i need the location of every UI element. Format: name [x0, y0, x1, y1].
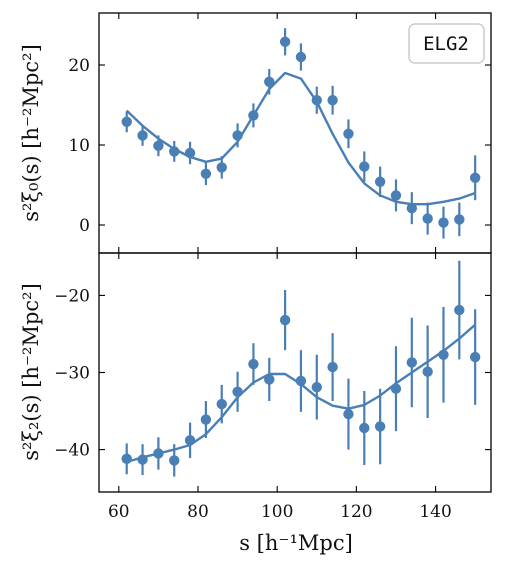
- data-point: [406, 203, 418, 214]
- data-point: [279, 36, 291, 47]
- legend: ELG2: [408, 23, 485, 64]
- data-point: [374, 176, 386, 187]
- data-point: [295, 51, 307, 63]
- y-tick-label: −20: [54, 286, 90, 306]
- data-point: [422, 213, 433, 224]
- y-tick-label: −40: [54, 441, 90, 461]
- data-point: [200, 168, 212, 179]
- data-point: [454, 304, 465, 316]
- data-point: [359, 161, 370, 172]
- data-point: [438, 349, 449, 360]
- y-tick-label: 0: [79, 216, 90, 236]
- data-point: [311, 381, 322, 393]
- data-point: [295, 375, 307, 387]
- data-point: [390, 190, 402, 201]
- data-point: [153, 448, 164, 459]
- data-point: [279, 314, 291, 326]
- data-point: [327, 361, 338, 373]
- data-point: [343, 128, 354, 139]
- data-point: [248, 110, 259, 121]
- data-point: [438, 217, 449, 228]
- data-point: [343, 408, 354, 420]
- data-point: [137, 454, 148, 465]
- data-point: [248, 358, 259, 370]
- x-tick-label: 140: [419, 502, 451, 522]
- data-point: [121, 116, 132, 128]
- data-point: [406, 357, 418, 368]
- data-point: [184, 435, 196, 446]
- x-tick-label: 80: [187, 502, 209, 522]
- data-point: [390, 383, 402, 394]
- x-tick-label: 120: [340, 502, 372, 522]
- legend-box: [408, 23, 485, 64]
- data-point: [121, 453, 132, 465]
- x-tick-label: 100: [261, 502, 293, 522]
- data-point: [264, 76, 275, 88]
- data-point: [422, 366, 433, 377]
- data-point: [137, 130, 148, 141]
- data-point: [264, 374, 275, 385]
- y-axis-label-monopole: s²ξ₀(s) [h⁻²Mpc²]: [19, 44, 43, 222]
- data-point: [200, 414, 212, 425]
- data-point: [454, 214, 465, 225]
- data-point: [169, 146, 180, 157]
- data-point: [169, 455, 180, 466]
- x-axis: 60 80 100 120 140: [108, 502, 452, 522]
- data-point: [216, 162, 227, 173]
- y-tick-label: −30: [54, 364, 90, 384]
- panel-monopole: 0 10 20: [68, 12, 492, 254]
- model-line-monopole: [125, 71, 476, 206]
- y-axis-label-quadrupole: s²ξ₂(s) [h⁻²Mpc²]: [19, 283, 43, 461]
- legend-label: ELG2: [423, 33, 469, 55]
- data-point: [469, 351, 481, 363]
- x-axis-label: s [h⁻¹Mpc]: [239, 531, 353, 555]
- data-point: [184, 147, 196, 159]
- y-tick-label: 20: [68, 56, 90, 76]
- data-point: [232, 130, 243, 141]
- y-tick-label: 10: [68, 136, 90, 156]
- x-tick-label: 60: [108, 502, 130, 522]
- data-point: [311, 95, 322, 106]
- data-point: [374, 421, 386, 432]
- data-point: [359, 422, 370, 434]
- data-point: [232, 386, 243, 397]
- data-point: [216, 398, 227, 410]
- data-point: [327, 95, 338, 106]
- panel-quadrupole: −40 −30 −20: [54, 252, 492, 493]
- data-point: [469, 172, 481, 183]
- data-point: [153, 140, 164, 151]
